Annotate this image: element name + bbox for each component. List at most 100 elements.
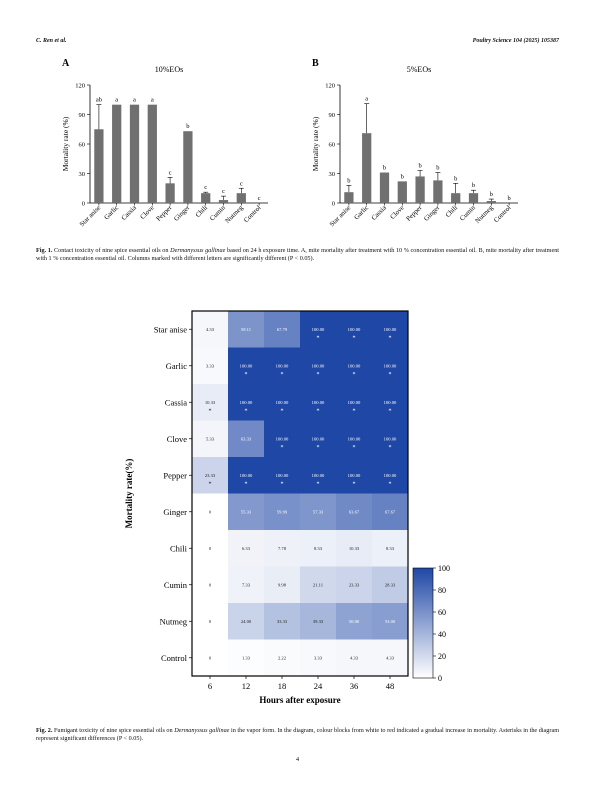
- heatmap-cell: [264, 420, 300, 457]
- significance-asterisk: *: [389, 481, 392, 487]
- column-label: 6: [208, 681, 212, 691]
- x-tick-label: Control: [243, 204, 263, 224]
- fig2-caption-part2: in the vapor form. In the diagram, colou…: [36, 727, 560, 743]
- x-tick-label: Clove: [389, 204, 405, 220]
- heatmap-cell: [192, 311, 228, 348]
- heatmap-cell: [228, 493, 264, 530]
- bar: [165, 183, 175, 203]
- cell-value-label: 50.00: [349, 619, 360, 624]
- cell-value-label: 53.00: [385, 619, 396, 624]
- heatmap-cell: [300, 420, 336, 457]
- cell-value-label: 67.79: [277, 327, 288, 332]
- colorbar: [412, 567, 434, 679]
- y-axis-label: Mortality rate (%): [311, 116, 320, 171]
- heatmap-cell: [192, 457, 228, 494]
- cell-value-label: 59.99: [277, 509, 288, 514]
- heatmap-cell: [300, 639, 336, 676]
- heatmap-cell: [264, 347, 300, 384]
- heatmap-cell: [336, 639, 372, 676]
- x-tick-label: Garlic: [353, 204, 370, 221]
- bar: [379, 172, 390, 203]
- fig2-label: Fig. 2.: [36, 727, 53, 734]
- heatmap-cell: [264, 311, 300, 348]
- significance-letter: c: [204, 184, 207, 191]
- cell-value-label: 4.33: [350, 655, 359, 660]
- cell-value-label: 100.00: [384, 473, 397, 478]
- heatmap-cell: [192, 639, 228, 676]
- bar: [486, 201, 496, 203]
- heatmap-cell: [228, 603, 264, 640]
- cell-value-label: 24.00: [241, 619, 252, 624]
- cell-value-label: 4.33: [206, 327, 215, 332]
- heatmap-cell: [192, 384, 228, 421]
- significance-asterisk: *: [245, 408, 248, 414]
- y-tick-label: 60: [79, 142, 86, 149]
- significance-asterisk: *: [353, 408, 356, 414]
- heatmap-cell: [300, 493, 336, 530]
- x-tick-label: Pepper: [155, 204, 174, 223]
- significance-letter: b: [418, 163, 421, 170]
- running-header-author: C. Ren et al.: [36, 38, 67, 44]
- cell-value-label: 9.98: [278, 582, 287, 587]
- column-label: 24: [314, 681, 323, 691]
- heatmap-cell: [336, 311, 372, 348]
- heatmap-cell: [372, 420, 408, 457]
- significance-asterisk: *: [389, 408, 392, 414]
- colorbar-tick-label: 0: [438, 674, 442, 683]
- bar: [468, 193, 479, 203]
- heatmap-cell: [336, 347, 372, 384]
- significance-letter: ab: [96, 97, 102, 104]
- heatmap-cell: [264, 603, 300, 640]
- cell-value-label: 3.33: [314, 655, 323, 660]
- colorbar-tick-label: 60: [438, 608, 446, 617]
- cell-value-label: 0: [209, 619, 212, 624]
- significance-asterisk: *: [317, 335, 320, 341]
- figure-1-caption: Fig. 1. Contact toxicity of nine spice e…: [36, 247, 559, 263]
- cell-value-label: 100.00: [312, 327, 325, 332]
- cell-value-label: 23.33: [205, 473, 216, 478]
- heatmap-cell: [228, 420, 264, 457]
- cell-value-label: 100.00: [276, 436, 289, 441]
- colorbar-tick-label: 40: [438, 630, 446, 639]
- colorbar-tick-label: 80: [438, 586, 446, 595]
- cell-value-label: 100.00: [276, 473, 289, 478]
- cell-value-label: 3.33: [206, 363, 215, 368]
- cell-value-label: 6.33: [242, 546, 251, 551]
- heatmap-cell: [336, 420, 372, 457]
- y-tick-label: 90: [329, 112, 336, 119]
- bar: [397, 181, 407, 203]
- bar: [362, 133, 372, 203]
- cell-value-label: 100.00: [348, 327, 361, 332]
- significance-asterisk: *: [245, 481, 248, 487]
- heatmap-cell: [300, 566, 336, 603]
- row-label: Cumin: [164, 580, 188, 590]
- significance-asterisk: *: [353, 335, 356, 341]
- y-tick-label: 90: [79, 112, 86, 119]
- heatmap-cell: [372, 493, 408, 530]
- cell-value-label: 100.00: [240, 363, 253, 368]
- significance-letter: b: [490, 191, 493, 198]
- cell-value-label: 8.33: [386, 546, 395, 551]
- row-label: Control: [161, 653, 188, 663]
- cell-value-label: 100.00: [276, 400, 289, 405]
- heatmap-cell: [300, 457, 336, 494]
- cell-value-label: 100.00: [384, 363, 397, 368]
- cell-value-label: 58.11: [241, 327, 252, 332]
- heatmap-cell: [192, 603, 228, 640]
- significance-asterisk: *: [317, 445, 320, 451]
- cell-value-label: 21.11: [313, 582, 324, 587]
- page-number: 4: [295, 756, 300, 763]
- x-tick-label: Chili: [195, 204, 210, 219]
- cell-value-label: 7.78: [278, 546, 287, 551]
- cell-value-label: 23.33: [349, 582, 360, 587]
- row-label: Star anise: [154, 324, 188, 334]
- significance-asterisk: *: [389, 445, 392, 451]
- significance-asterisk: *: [317, 408, 320, 414]
- heatmap-cell: [228, 384, 264, 421]
- row-label: Pepper: [163, 470, 187, 480]
- heatmap-cell: [372, 457, 408, 494]
- row-label: Clove: [167, 434, 188, 444]
- row-label: Chili: [170, 543, 188, 553]
- cell-value-label: 0: [209, 546, 212, 551]
